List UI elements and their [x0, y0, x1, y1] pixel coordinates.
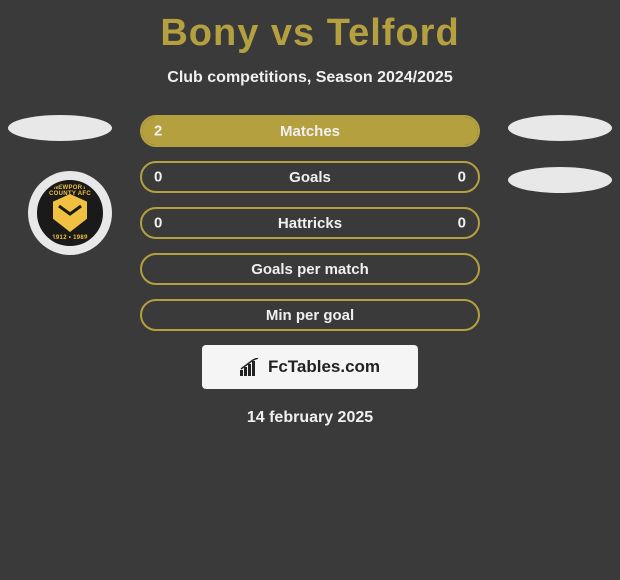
stat-bar-min-per-goal: Min per goal	[140, 299, 480, 331]
comparison-panel: NEWPORT COUNTY AFC 1912 • 1989 2 Matches…	[0, 115, 620, 427]
stat-label: Min per goal	[266, 307, 354, 324]
stat-label: Goals per match	[251, 261, 369, 278]
logo-text: FcTables.com	[268, 357, 380, 377]
source-logo: FcTables.com	[202, 345, 418, 389]
player-right-pill-1	[508, 115, 612, 141]
player-right-pill-2	[508, 167, 612, 193]
stat-bar-hattricks: 0 Hattricks 0	[140, 207, 480, 239]
stat-left-value: 0	[154, 169, 162, 186]
page-title: Bony vs Telford	[0, 0, 620, 55]
subtitle: Club competitions, Season 2024/2025	[0, 69, 620, 87]
stat-left-value: 0	[154, 215, 162, 232]
club-crest: NEWPORT COUNTY AFC 1912 • 1989	[28, 171, 112, 255]
player-left-pill-1	[8, 115, 112, 141]
stat-label: Hattricks	[278, 215, 342, 232]
snapshot-date: 14 february 2025	[0, 409, 620, 427]
stat-left-value: 2	[154, 123, 162, 140]
stat-right-value: 0	[458, 215, 466, 232]
crest-chevron-icon	[57, 204, 83, 218]
stat-bar-goals-per-match: Goals per match	[140, 253, 480, 285]
stat-bars: 2 Matches 0 Goals 0 0 Hattricks 0 Goals …	[140, 115, 480, 331]
stat-bar-goals: 0 Goals 0	[140, 161, 480, 193]
stat-label: Goals	[289, 169, 331, 186]
stat-bar-matches: 2 Matches	[140, 115, 480, 147]
stat-right-value: 0	[458, 169, 466, 186]
crest-inner: NEWPORT COUNTY AFC 1912 • 1989	[37, 180, 103, 246]
crest-bottom-text: 1912 • 1989	[40, 235, 100, 241]
stat-label: Matches	[280, 123, 340, 140]
bar-chart-icon	[240, 358, 262, 376]
